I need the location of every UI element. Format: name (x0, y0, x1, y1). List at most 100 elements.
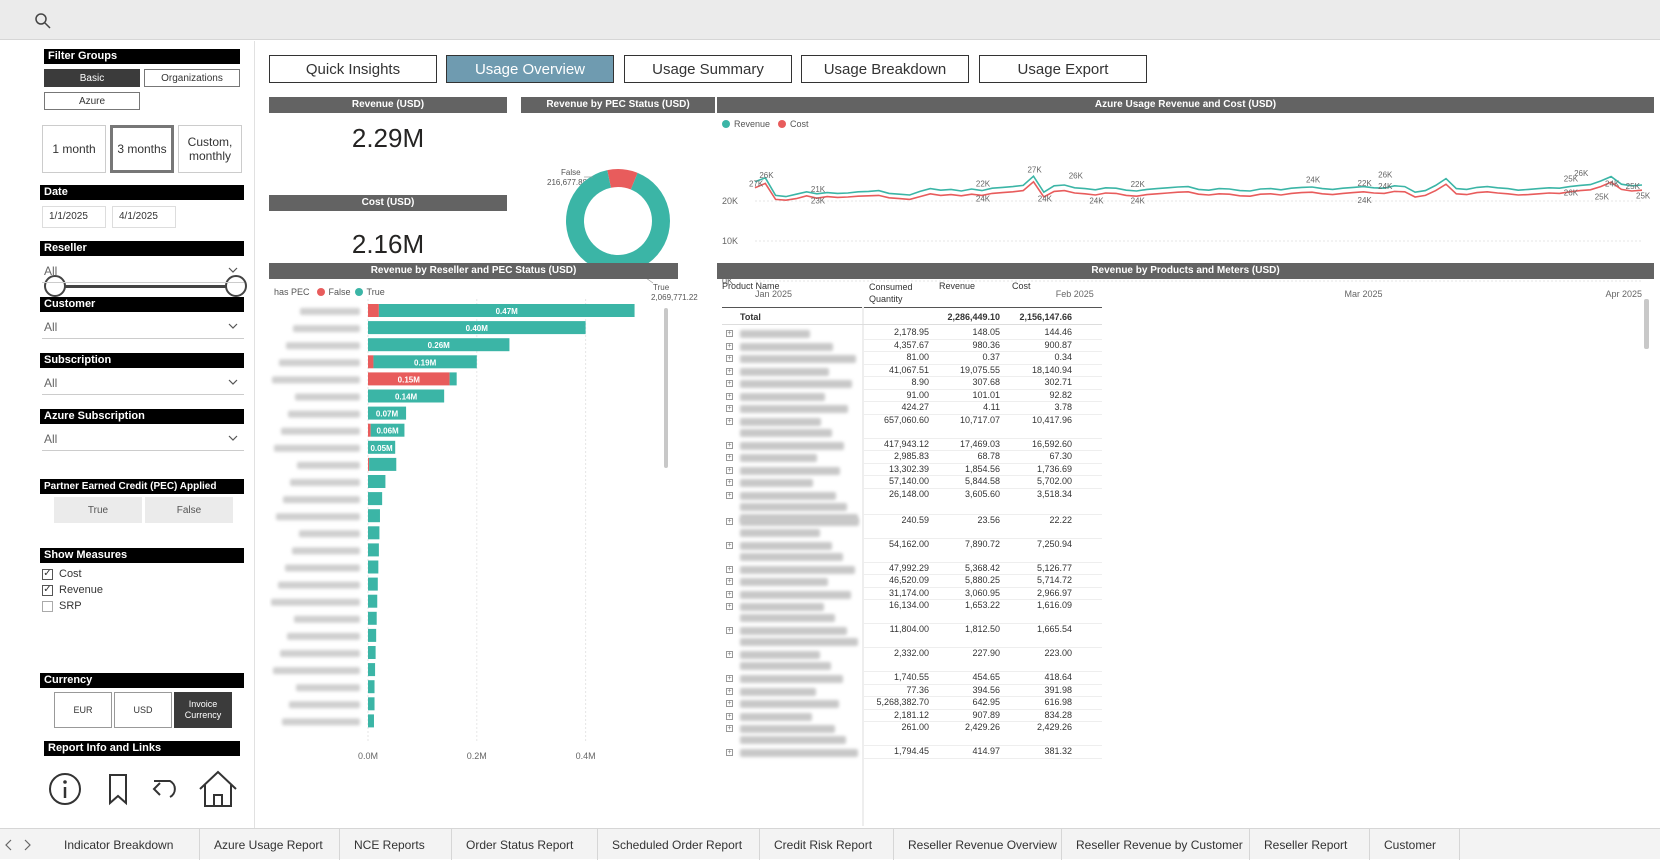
page-tab[interactable]: Order Status Report (452, 829, 598, 860)
table-row[interactable]: +26,148.00 3,605.60 3,518.34 (722, 489, 1102, 522)
table-row[interactable]: +8.90 307.68 302.71 (722, 377, 1102, 390)
table-row[interactable]: +77.36 394.56 391.98 (722, 685, 1102, 698)
currency-invoice-button[interactable]: Invoice Currency (174, 692, 232, 728)
expand-icon[interactable]: + (726, 590, 733, 598)
table-row[interactable]: +240.59 23.56 22.22 (722, 515, 1102, 537)
period-3-months-button[interactable]: 3 months (110, 125, 174, 173)
expand-icon[interactable]: + (726, 417, 733, 425)
currency-usd-button[interactable]: USD (114, 692, 172, 728)
expand-icon[interactable]: + (726, 491, 733, 499)
table-row[interactable]: +424.27 4.11 3.78 (722, 402, 1102, 415)
header-consumed-quantity[interactable]: Consumed Quantity (869, 282, 913, 304)
info-icon[interactable] (47, 771, 83, 807)
subscription-dropdown[interactable]: All (42, 371, 244, 395)
table-row[interactable]: +16,134.00 1,653.22 1,616.09 (722, 600, 1102, 622)
table-row[interactable]: +657,060.60 10,717.07 10,417.96 (722, 415, 1102, 437)
expand-icon[interactable]: + (726, 578, 733, 585)
search-icon[interactable] (34, 12, 52, 30)
expand-icon[interactable]: + (726, 441, 733, 449)
expand-icon[interactable]: + (726, 392, 733, 400)
page-tab[interactable]: Reseller Report (1250, 829, 1370, 860)
date-slider-start-handle[interactable] (44, 275, 66, 297)
expand-icon[interactable]: + (726, 725, 733, 732)
expand-icon[interactable]: + (726, 603, 733, 610)
expand-icon[interactable]: + (726, 454, 733, 461)
currency-eur-button[interactable]: EUR (54, 692, 112, 728)
expand-icon[interactable]: + (726, 479, 733, 486)
table-row[interactable]: +2,181.12 907.89 834.28 (722, 710, 1102, 723)
customer-dropdown[interactable]: All (42, 315, 244, 339)
table-scrollbar[interactable] (1644, 299, 1649, 349)
date-slider-track[interactable] (55, 285, 235, 288)
table-row[interactable]: +47,992.29 5,368.42 5,126.77 (722, 563, 1102, 576)
expand-icon[interactable]: + (726, 517, 733, 525)
page-tab[interactable]: Azure Usage Report (200, 829, 340, 860)
table-row[interactable]: +2,332.00 227.90 223.00 (722, 648, 1102, 670)
back-icon[interactable] (150, 771, 186, 807)
table-row[interactable]: +5,268,382.70 642.95 616.98 (722, 697, 1102, 710)
table-row[interactable]: +91.00 101.01 92.82 (722, 390, 1102, 403)
period-custom-monthly-button[interactable]: Custom, monthly (178, 125, 242, 173)
reseller-dropdown[interactable]: All (42, 259, 244, 283)
table-row[interactable]: +46,520.09 5,880.25 5,714.72 (722, 575, 1102, 588)
table-row[interactable]: +2,985.83 68.78 67.30 (722, 451, 1102, 464)
bar-chart-scrollbar[interactable] (664, 308, 668, 468)
date-slider-end-handle[interactable] (225, 275, 247, 297)
chevron-right-icon[interactable] (22, 839, 32, 851)
expand-icon[interactable]: + (726, 405, 733, 412)
date-start-input[interactable]: 1/1/2025 (42, 206, 106, 228)
pec-true-button[interactable]: True (54, 497, 142, 523)
header-product-name[interactable]: Product Name (722, 281, 780, 291)
table-row[interactable]: +4,357.67 980.36 900.87 (722, 340, 1102, 353)
page-tab[interactable]: Reseller Revenue Overview (894, 829, 1062, 860)
expand-icon[interactable]: + (726, 627, 733, 634)
expand-icon[interactable]: + (726, 466, 733, 474)
group-organizations-button[interactable]: Organizations (144, 69, 240, 87)
page-tab[interactable]: NCE Reports (340, 829, 452, 860)
expand-icon[interactable]: + (726, 565, 733, 573)
expand-icon[interactable]: + (726, 651, 733, 658)
table-row[interactable]: +13,302.39 1,854.56 1,736.69 (722, 464, 1102, 477)
group-basic-button[interactable]: Basic (44, 69, 140, 87)
tab-usage-overview[interactable]: Usage Overview (446, 55, 614, 83)
azure-subscription-dropdown[interactable]: All (42, 427, 244, 451)
date-end-input[interactable]: 4/1/2025 (112, 206, 176, 228)
expand-icon[interactable]: + (726, 700, 733, 707)
group-azure-button[interactable]: Azure (44, 92, 140, 110)
tab-usage-summary[interactable]: Usage Summary (624, 55, 792, 83)
tab-usage-breakdown[interactable]: Usage Breakdown (801, 55, 969, 83)
table-row[interactable]: +11,804.00 1,812.50 1,665.54 (722, 624, 1102, 646)
table-row[interactable]: +261.00 2,429.26 2,429.26 (722, 722, 1102, 744)
expand-icon[interactable]: + (726, 675, 733, 682)
table-row[interactable]: +2,178.95 148.05 144.46 (722, 327, 1102, 340)
expand-icon[interactable]: + (726, 355, 733, 362)
expand-icon[interactable]: + (726, 749, 733, 756)
measure-cost-checkbox[interactable]: ✓ Cost (42, 568, 82, 580)
header-revenue[interactable]: Revenue (939, 281, 976, 291)
chevron-left-icon[interactable] (4, 839, 14, 851)
expand-icon[interactable]: + (726, 541, 733, 549)
expand-icon[interactable]: + (726, 330, 733, 337)
table-row[interactable]: +417,943.12 17,469.03 16,592.60 (722, 439, 1102, 452)
pec-false-button[interactable]: False (145, 497, 233, 523)
page-tab[interactable]: Credit Risk Report (760, 829, 894, 860)
table-row[interactable]: +41,067.51 19,075.55 18,140.94 (722, 365, 1102, 378)
expand-icon[interactable]: + (726, 342, 733, 350)
measure-srp-checkbox[interactable]: SRP (42, 600, 82, 612)
expand-icon[interactable]: + (726, 712, 733, 720)
bookmark-icon[interactable] (100, 771, 136, 807)
table-row[interactable]: +1,794.45 414.97 381.32 (722, 746, 1102, 759)
table-row[interactable]: +31,174.00 3,060.95 2,966.97 (722, 588, 1102, 601)
table-row[interactable]: +81.00 0.37 0.34 (722, 352, 1102, 365)
expand-icon[interactable]: + (726, 687, 733, 695)
header-cost[interactable]: Cost (1012, 281, 1031, 291)
page-tab[interactable]: Customer (1370, 829, 1460, 860)
tab-quick-insights[interactable]: Quick Insights (269, 55, 437, 83)
expand-icon[interactable]: + (726, 380, 733, 387)
table-row[interactable]: +57,140.00 5,844.58 5,702.00 (722, 476, 1102, 489)
expand-icon[interactable]: + (726, 367, 733, 375)
measure-revenue-checkbox[interactable]: ✓ Revenue (42, 584, 103, 596)
period-1-month-button[interactable]: 1 month (42, 125, 106, 173)
page-tab[interactable]: Scheduled Order Report (598, 829, 760, 860)
page-tab[interactable]: Indicator Breakdown (50, 829, 200, 860)
